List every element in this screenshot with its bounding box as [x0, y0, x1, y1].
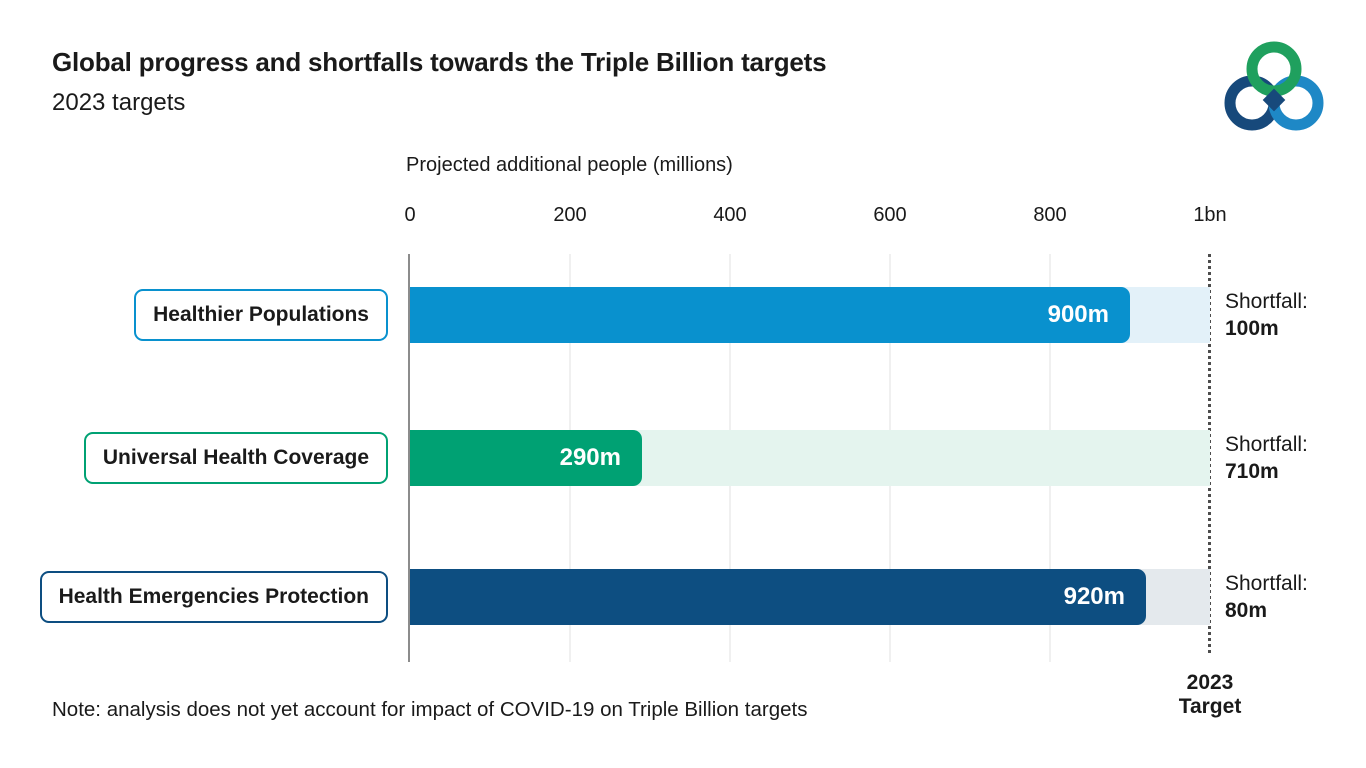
category-label-healthier-populations: Healthier Populations: [134, 289, 388, 341]
shortfall-prefix: Shortfall:: [1225, 572, 1308, 595]
x-axis-title: Projected additional people (millions): [406, 154, 733, 176]
target-axis-label: 2023 Target: [1179, 671, 1242, 719]
category-label-universal-health-coverage: Universal Health Coverage: [83, 432, 388, 484]
page-subtitle: 2023 targets: [52, 89, 186, 116]
x-tick: 0: [404, 204, 416, 226]
shortfall-value: 710m: [1225, 460, 1279, 483]
bar-value-label: 290m: [559, 444, 621, 471]
shortfall-annotation: Shortfall: 100m: [1225, 288, 1308, 342]
bar-row: 290m: [410, 430, 1210, 486]
category-label-text: Universal Health Coverage: [102, 446, 369, 469]
target-year: 2023: [1186, 671, 1234, 694]
page-title: Global progress and shortfalls towards t…: [52, 47, 827, 77]
logo-ring-green: [1246, 41, 1302, 97]
shortfall-value: 100m: [1225, 317, 1279, 340]
target-word: Target: [1178, 695, 1242, 718]
bar-value-label: 900m: [1047, 301, 1109, 328]
x-tick: 200: [553, 204, 587, 226]
x-tick: 1bn: [1193, 204, 1227, 226]
triple-billion-logo: [1224, 41, 1324, 131]
x-tick: 600: [873, 204, 907, 226]
bar-row: 920m: [410, 569, 1210, 625]
footnote: Note: analysis does not yet account for …: [52, 698, 808, 721]
category-label-text: Healthier Populations: [153, 303, 369, 326]
shortfall-prefix: Shortfall:: [1225, 290, 1308, 313]
shortfall-value: 80m: [1225, 599, 1268, 622]
bar: 290m: [410, 430, 642, 486]
shortfall-prefix: Shortfall:: [1225, 433, 1308, 456]
x-tick: 800: [1033, 204, 1067, 226]
bar-row: 900m: [410, 287, 1210, 343]
bar-value-label: 920m: [1063, 583, 1125, 610]
x-tick: 400: [713, 204, 747, 226]
y-axis-line: [408, 254, 410, 662]
shortfall-annotation: Shortfall: 80m: [1225, 570, 1308, 624]
shortfall-annotation: Shortfall: 710m: [1225, 431, 1308, 485]
category-label-text: Health Emergencies Protection: [58, 585, 369, 608]
bar: 900m: [410, 287, 1130, 343]
category-label-health-emergencies-protection: Health Emergencies Protection: [39, 571, 388, 623]
bar: 920m: [410, 569, 1146, 625]
